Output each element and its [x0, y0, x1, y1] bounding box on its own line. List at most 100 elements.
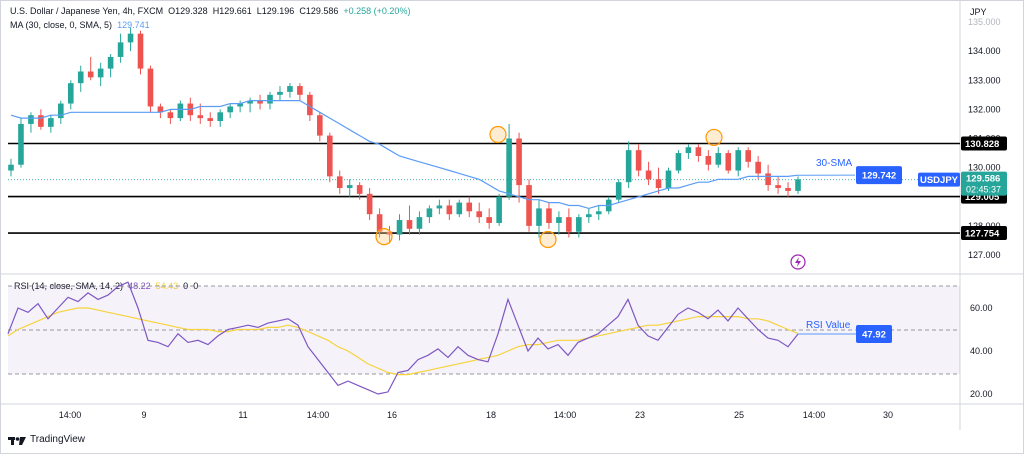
candle — [97, 62, 104, 87]
candle-body — [665, 170, 672, 189]
candle — [506, 123, 512, 200]
candle-body — [18, 123, 24, 165]
price-tick-label: 134.000 — [968, 46, 1001, 56]
price-tick-label: 128.000 — [968, 221, 1001, 231]
price-tick-label: 133.000 — [968, 75, 1001, 85]
candle-body — [157, 106, 164, 113]
candle-body — [785, 188, 791, 191]
candle — [58, 100, 64, 124]
change-value: +0.258 (+0.20%) — [343, 6, 411, 16]
rsi-value-badge: 47.92 — [856, 324, 892, 343]
candle-body — [8, 164, 14, 171]
candle-body — [97, 68, 104, 78]
candle — [317, 112, 323, 142]
sma-value-badge-text: 129.742 — [862, 171, 896, 182]
support-resistance-levels[interactable] — [8, 142, 960, 234]
candle — [516, 132, 522, 203]
rsi-title: RSI (14, close, SMA, 14, 2) — [14, 281, 124, 291]
candle — [87, 56, 94, 81]
candle-body — [526, 185, 532, 226]
candle-body — [795, 179, 801, 191]
candle-body — [147, 68, 154, 107]
highlight-markers — [375, 125, 723, 249]
candle-body — [406, 220, 413, 229]
candle-body — [755, 161, 761, 174]
candle — [376, 208, 383, 238]
candle-body — [675, 153, 682, 171]
time-axis: 14:00 9 11 14:00 16 18 14:00 23 25 14:00 30 — [59, 410, 893, 420]
symbol-title[interactable]: U.S. Dollar / Japanese Yen, 4h, FXCM — [10, 6, 164, 16]
candle-body — [307, 94, 313, 116]
currency-label: JPY — [970, 7, 987, 17]
candle-body — [317, 115, 323, 136]
candle-body — [685, 147, 692, 154]
candle — [18, 118, 24, 168]
countdown-text: 02:45:37 — [966, 185, 1001, 195]
close-label: C — [299, 6, 306, 16]
rsi-value-badge-text: 47.92 — [862, 329, 886, 340]
low-value: 129.196 — [261, 6, 295, 16]
low-label: L — [256, 6, 262, 16]
candle-body — [48, 118, 54, 127]
candle-body — [237, 103, 243, 107]
candle-body — [277, 91, 283, 95]
candle-body — [346, 185, 353, 189]
candle — [356, 182, 363, 200]
candle — [127, 27, 134, 52]
candle — [48, 115, 54, 133]
candle — [28, 112, 34, 133]
candle — [38, 109, 44, 130]
time-tick-label: 16 — [387, 410, 397, 420]
tradingview-logo[interactable]: TradingView — [8, 434, 85, 445]
candle-body — [705, 155, 712, 165]
ma-legend[interactable]: MA (30, close, 0, SMA, 5) 129.741 — [10, 20, 150, 30]
last-price-text: 129.586 — [966, 174, 1000, 185]
symbol-legend: U.S. Dollar / Japanese Yen, 4h, FXCM O12… — [10, 6, 410, 16]
highlight-circle — [705, 128, 723, 147]
time-tick-label: 30 — [883, 410, 893, 420]
candle-body — [556, 217, 562, 223]
candle — [396, 214, 403, 241]
high-value: 129.661 — [219, 6, 252, 16]
symbol-badge: USDJPY — [918, 172, 960, 187]
resistance-badge-bg — [961, 136, 1007, 151]
candle — [615, 179, 622, 203]
candle-body — [117, 42, 124, 57]
candle — [386, 225, 393, 244]
candle-body — [297, 86, 303, 95]
highlight-circle — [539, 230, 557, 249]
candle-body — [386, 231, 393, 235]
rsi-value-2: 54.43 — [155, 281, 179, 291]
symbol-badge-text: USDJPY — [920, 175, 959, 186]
sma-line — [10, 100, 799, 210]
rsi-tick-label: 20.00 — [970, 389, 993, 399]
resistance-badge: 130.828 — [961, 136, 1007, 151]
candle — [755, 155, 761, 180]
candle — [137, 30, 144, 75]
candle — [67, 80, 74, 110]
open-value: 129.328 — [175, 6, 208, 16]
candle-body — [775, 185, 781, 189]
candle-body — [446, 205, 453, 215]
time-tick-label: 18 — [486, 410, 496, 420]
candle-body — [326, 135, 333, 177]
candle — [237, 100, 243, 113]
candle-body — [356, 185, 363, 194]
candle — [436, 199, 443, 215]
sma-value-badge-bg — [856, 166, 902, 185]
candle — [107, 54, 114, 78]
candle-body — [506, 138, 512, 197]
candle-body — [615, 182, 622, 200]
candle — [207, 112, 214, 127]
candle — [326, 132, 333, 183]
price-tick-label: 135.000 — [968, 17, 1001, 27]
candle — [735, 147, 742, 177]
highlight-circle — [375, 228, 393, 246]
lightning-icon[interactable] — [790, 254, 806, 270]
time-tick-label: 23 — [635, 410, 645, 420]
sma-value-badge: 129.742 — [856, 166, 902, 185]
candle-body — [197, 115, 204, 119]
candle-body — [735, 150, 742, 171]
candle — [336, 170, 343, 194]
